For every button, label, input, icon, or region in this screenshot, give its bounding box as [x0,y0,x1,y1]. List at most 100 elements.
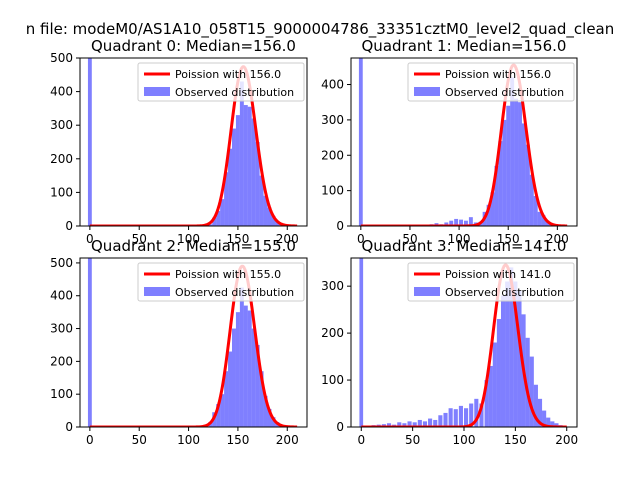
x-tick-label: 200 [276,433,299,447]
hist-bar [271,215,276,226]
x-tick-label: 100 [177,232,200,246]
y-tick-label: 0 [65,420,73,434]
y-tick-label: 100 [321,373,344,387]
hist-bar [267,408,272,427]
hist-bar [510,77,515,226]
hist-bar [494,165,499,226]
y-tick-label: 200 [50,354,73,368]
hist-bar [484,380,489,427]
hist-bar [537,398,543,427]
hist-bar [541,215,546,226]
hist-bar [492,342,497,427]
x-tick-label: 200 [546,232,569,246]
legend: Poission with 141.0 Observed distribution [407,262,575,302]
hist-bar [496,319,501,427]
y-tick-label: 400 [50,289,73,303]
plot-area [359,258,568,427]
hist-bar [529,356,534,427]
hist-bar [87,58,92,226]
axes-frame [79,257,308,428]
x-tick-label: 0 [357,232,365,246]
hist-bar [521,123,526,226]
hist-bar [263,195,268,226]
hist-bar [220,199,225,226]
hist-bar [259,371,264,427]
hist-bar [407,421,412,427]
x-tick-label: 50 [132,433,147,447]
hist-bar [498,141,503,226]
hist-bar [417,419,422,427]
subplot-quadrant-3: 0 50 100 150 200 0 100 200 300 Quadrant 3: Median… [321,237,578,447]
y-tick-label: 300 [321,113,344,127]
y-tick-label: 0 [336,420,344,434]
legend-label: Observed distribution [445,286,564,299]
legend-label: Observed distribution [445,86,564,99]
hist-bar [239,287,244,427]
y-tick-label: 400 [321,78,344,92]
hist-bar [500,295,506,427]
hist-bar [359,258,364,427]
axes-frame [350,57,578,227]
y-tick-label: 500 [50,256,73,270]
subplot-quadrant-0: 0 50 100 150 200 0 100 200 300 400 500 Quadrant 0: … [50,37,308,246]
x-tick-label: 200 [555,433,578,447]
hist-bar [554,423,559,427]
legend-label: Poission with 156.0 [175,68,281,81]
hist-bar [502,119,507,226]
hist-bar [486,204,491,226]
hist-bar [235,115,240,226]
x-tick-label: 150 [504,433,527,447]
subplot-title: Quadrant 2: Median=155.0 [91,237,296,255]
hist-bar [243,305,248,427]
hist-bar [231,328,236,427]
x-tick-label: 0 [86,232,94,246]
y-tick-label: 200 [321,148,344,162]
hist-bar [255,344,260,427]
axes-frame [79,57,308,227]
hist-bar [454,218,459,226]
hist-bar [247,106,252,226]
hist-bar [438,415,443,427]
hist-bar [533,384,538,427]
hist-bar [550,421,555,427]
x-tick-label: 150 [497,232,520,246]
hist-bar [358,58,363,226]
hist-bar [449,220,454,226]
hist-bar [251,118,256,226]
hist-bar [464,408,469,427]
hist-bar [488,365,493,427]
subplot-quadrant-2: 0 50 100 150 200 0 100 200 300 400 500 Quadrant 2: … [50,237,308,447]
hist-bar [235,312,240,427]
legend: Poission with 156.0 Observed distribution [137,62,305,102]
hist-bar [228,148,232,226]
hist-bar [267,207,272,226]
hist-bar [275,220,280,226]
legend-label: Observed distribution [175,86,294,99]
hist-bar [243,105,248,226]
figure-suptitle: n file: modeM0/AS1A10_058T15_9000004786_… [26,20,615,39]
x-tick-label: 100 [177,433,200,447]
legend-frame [407,62,575,102]
x-tick-label: 0 [86,433,94,447]
hist-bar [433,419,438,427]
hist-bar [220,394,225,427]
hist-bar [228,351,232,427]
hist-bar [525,144,530,226]
hist-bar [402,423,407,427]
hist-bar [525,337,530,427]
hist-bar [444,222,449,226]
y-tick-label: 100 [321,184,344,198]
legend-patch-swatch [144,87,170,96]
y-tick-label: 200 [50,152,73,166]
y-tick-label: 100 [50,387,73,401]
y-tick-label: 300 [50,322,73,336]
y-tick-label: 100 [50,185,73,199]
hist-bar [397,422,402,427]
hist-bar [453,409,458,427]
hist-bar [251,328,256,427]
hist-bar [505,281,510,427]
legend-label: Observed distribution [175,286,294,299]
hist-bar [459,219,464,226]
hist-bar [546,417,551,427]
